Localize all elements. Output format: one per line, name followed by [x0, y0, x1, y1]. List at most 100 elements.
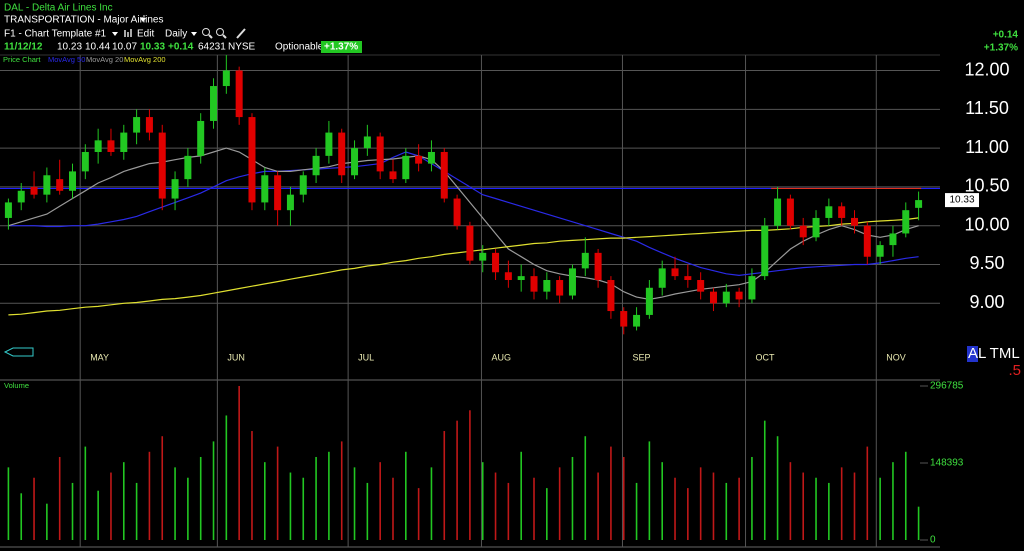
quote-low: 10.07: [112, 42, 137, 53]
volume-bar: [853, 472, 856, 540]
candle-body: [235, 70, 243, 118]
candle-body: [530, 276, 538, 292]
candle-body: [69, 171, 77, 191]
last-price-label: 10.33: [949, 195, 974, 206]
volume-bar: [533, 477, 535, 540]
change-pct-right: +1.37%: [984, 43, 1018, 54]
candle-body: [43, 175, 51, 195]
volume-bar: [481, 462, 484, 540]
candle-body: [902, 210, 910, 234]
quote-open: 10.23: [57, 42, 82, 53]
candle-body: [761, 225, 769, 277]
volume-bar: [392, 477, 394, 540]
candle-body: [427, 151, 435, 164]
exchange: NYSE: [228, 42, 256, 53]
dropdown-arrow[interactable]: [191, 32, 197, 36]
volume-bar: [520, 451, 522, 540]
candle-body: [850, 217, 858, 226]
candle-body: [402, 155, 410, 180]
edit-icon[interactable]: [124, 29, 132, 37]
volume-bar: [212, 441, 215, 540]
quote-change: +0.14: [168, 42, 194, 53]
period[interactable]: Daily: [165, 29, 187, 40]
volume-bar: [661, 462, 664, 540]
candle-body: [312, 155, 320, 176]
symbol: DAL - Delta Air Lines Inc: [4, 3, 113, 14]
candle-body: [107, 140, 115, 152]
candle-body: [671, 268, 679, 277]
x-tick-label: JUN: [227, 352, 245, 362]
corner-value: .5: [1008, 362, 1021, 379]
candle-body: [389, 171, 397, 180]
edit-button[interactable]: Edit: [137, 29, 154, 40]
candle-body: [158, 132, 166, 199]
volume-bar: [712, 472, 715, 540]
candle-body: [568, 268, 576, 296]
candle-body: [120, 132, 128, 152]
candle-body: [799, 225, 807, 238]
y-tick-label: 12.00: [964, 59, 1009, 79]
candle-body: [825, 206, 833, 218]
corner-highlight: [967, 346, 978, 362]
zoom-in[interactable]: [202, 28, 213, 39]
quote-volume: 64231: [198, 42, 226, 53]
volume-bar: [879, 477, 881, 540]
legend-price: Price Chart: [3, 55, 41, 64]
candle-body: [133, 117, 141, 133]
volume-bar: [289, 472, 292, 540]
candle-body: [504, 272, 512, 281]
candle-body: [81, 151, 89, 172]
candle-body: [197, 120, 205, 156]
volume-bar: [225, 415, 228, 540]
scroll-marker[interactable]: [3, 347, 34, 357]
volume-bar: [276, 446, 279, 540]
candle-body: [261, 175, 269, 203]
volume-bar: [840, 467, 843, 540]
volume-bar: [687, 488, 689, 540]
volume-bar: [7, 467, 10, 540]
candle-body: [286, 194, 294, 211]
candle-body: [363, 136, 371, 149]
dropdown-arrow[interactable]: [140, 18, 146, 22]
volume-bar: [340, 441, 343, 540]
candle-body: [94, 140, 102, 152]
candle-body: [248, 117, 256, 203]
quote-last: 10.33: [140, 42, 165, 53]
volume-bar: [828, 482, 830, 540]
candle-body: [517, 276, 525, 281]
volume-bar: [469, 410, 471, 540]
dropdown-arrow[interactable]: [112, 32, 118, 36]
volume-bar: [494, 472, 497, 540]
draw-tool[interactable]: [236, 28, 246, 39]
grid: MAY JUN JUL AUG SEP OCT NOV 12.00 11.50 11.00 10.5…: [0, 55, 1010, 547]
zoom-out[interactable]: [216, 28, 227, 39]
candle-body: [735, 291, 743, 300]
candle-body: [722, 291, 730, 304]
candle-body: [594, 252, 602, 281]
candle-body: [171, 179, 179, 199]
volume-bar: [622, 456, 625, 540]
corner-label[interactable]: AL TML: [968, 345, 1020, 362]
volume-bar: [263, 462, 266, 540]
volume-bar: [738, 477, 740, 540]
volume-bar: [71, 482, 74, 540]
volume-bar: [507, 482, 510, 540]
template[interactable]: F1 - Chart Template #1: [4, 29, 107, 40]
candle-body: [633, 314, 641, 327]
volume-bar: [584, 436, 587, 540]
industry[interactable]: TRANSPORTATION - Major Airlines: [4, 15, 163, 26]
y-tick-label: 10.50: [964, 176, 1009, 196]
candle-body: [863, 225, 871, 257]
y-tick-label: 9.50: [969, 253, 1004, 273]
candle-body: [30, 186, 38, 195]
volume-bar: [148, 451, 151, 540]
volume-bar: [571, 456, 574, 540]
legend: Price Chart MovAvg 50 MovAvg 20 MovAvg 200: [3, 55, 166, 64]
y-tick-label: 9.00: [969, 292, 1004, 312]
volume-bar: [674, 477, 676, 540]
volume-bar: [315, 456, 317, 540]
volume-bar: [251, 431, 253, 540]
candle-body: [184, 155, 192, 180]
candle-body: [889, 233, 897, 246]
